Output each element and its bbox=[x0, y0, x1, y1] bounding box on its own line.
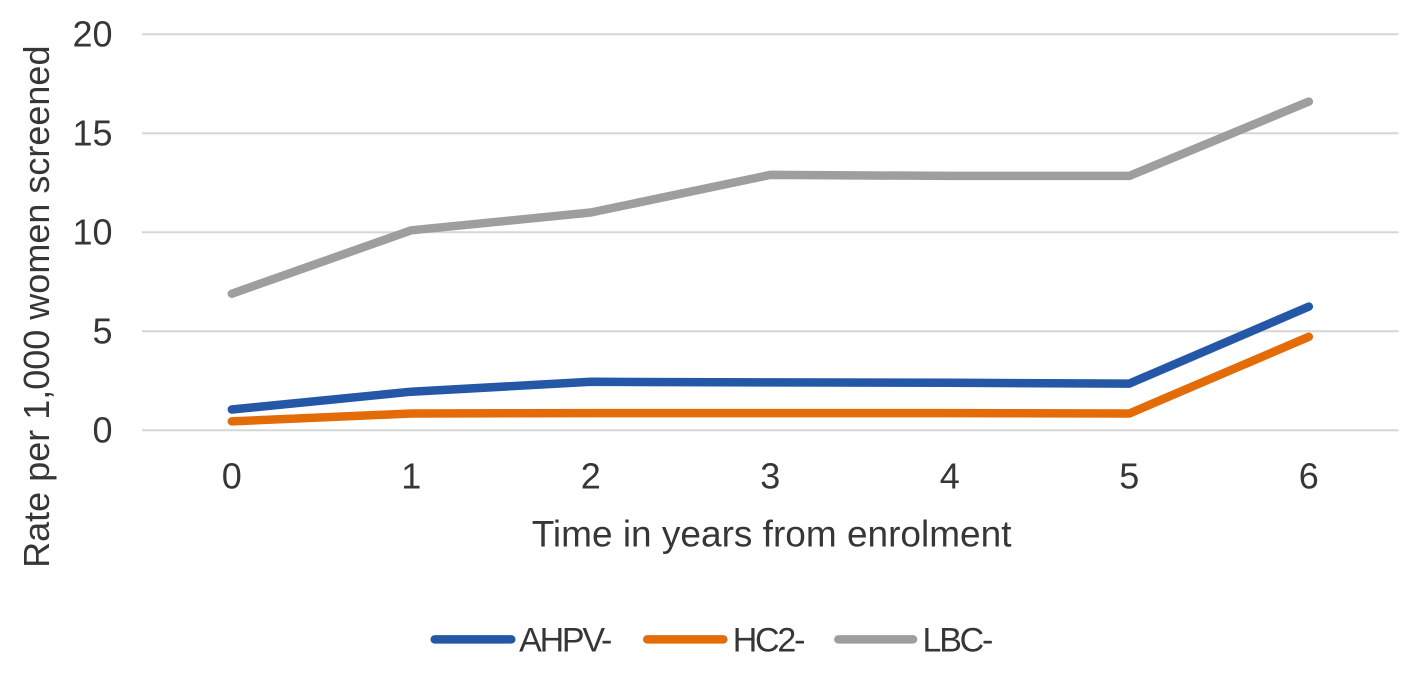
svg-text:0: 0 bbox=[92, 410, 112, 451]
svg-text:HC2-: HC2- bbox=[733, 622, 804, 660]
svg-text:2: 2 bbox=[581, 456, 601, 497]
svg-text:6: 6 bbox=[1299, 456, 1319, 497]
svg-text:Time in years from enrolment: Time in years from enrolment bbox=[532, 514, 1012, 555]
svg-text:5: 5 bbox=[1119, 456, 1139, 497]
svg-text:15: 15 bbox=[72, 113, 112, 154]
svg-text:0: 0 bbox=[222, 456, 242, 497]
svg-text:LBC-: LBC- bbox=[923, 622, 993, 660]
svg-text:Rate per 1,000 women screened: Rate per 1,000 women screened bbox=[16, 46, 57, 568]
svg-text:4: 4 bbox=[940, 456, 960, 497]
svg-text:AHPV-: AHPV- bbox=[519, 622, 611, 660]
svg-text:10: 10 bbox=[72, 212, 112, 253]
svg-text:1: 1 bbox=[401, 456, 421, 497]
svg-text:20: 20 bbox=[72, 14, 112, 55]
svg-text:3: 3 bbox=[760, 456, 780, 497]
svg-text:5: 5 bbox=[92, 311, 112, 352]
